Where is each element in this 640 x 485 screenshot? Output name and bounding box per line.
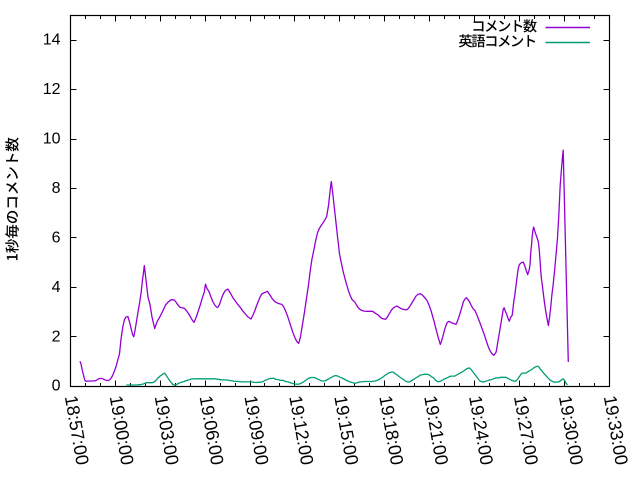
- svg-text:6: 6: [52, 229, 61, 246]
- svg-text:10: 10: [43, 131, 61, 148]
- svg-text:0: 0: [52, 378, 61, 395]
- svg-text:12: 12: [43, 81, 61, 98]
- svg-text:14: 14: [43, 32, 61, 49]
- svg-text:4: 4: [52, 279, 61, 296]
- svg-text:2: 2: [52, 328, 61, 345]
- svg-text:8: 8: [52, 180, 61, 197]
